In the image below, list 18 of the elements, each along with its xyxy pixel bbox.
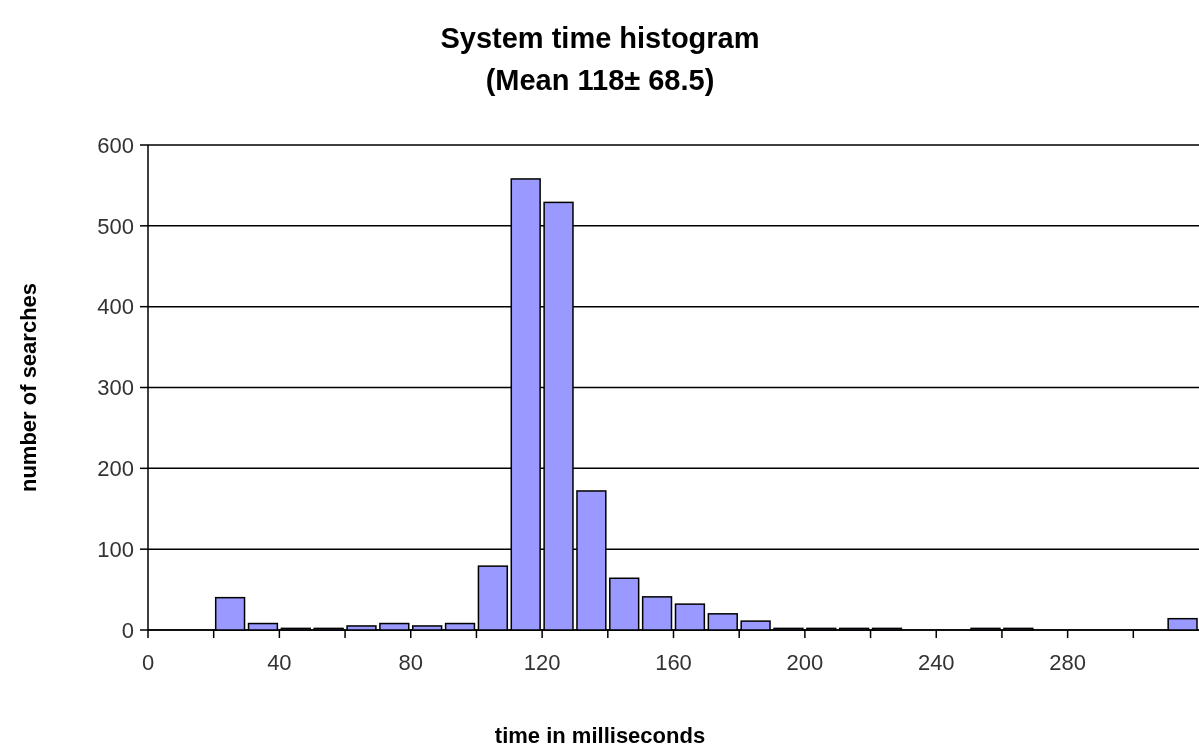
y-tick-label: 600 (97, 132, 134, 158)
y-axis-title: number of searches (16, 282, 41, 493)
chart-title: System time histogram (Mean 118± 68.5) (440, 22, 760, 96)
y-tick-label: 500 (97, 213, 134, 239)
x-tick-label: 160 (655, 650, 692, 675)
x-tick-label: 0 (141, 650, 155, 675)
y-tick-label: 0 (121, 617, 134, 643)
x-axis-title: time in milliseconds (494, 723, 706, 748)
x-tick-label: 40 (267, 650, 292, 675)
y-tick-label: 300 (97, 375, 134, 401)
y-tick-label: 400 (97, 294, 134, 320)
x-tick-label: 240 (917, 650, 955, 675)
y-tick-label: 200 (97, 456, 134, 482)
x-tick-label: 200 (786, 650, 824, 675)
x-tick-label: 80 (398, 650, 423, 675)
x-tick-label: 120 (523, 650, 561, 675)
y-tick-label: 100 (97, 536, 134, 562)
x-tick-label: 280 (1049, 650, 1086, 675)
